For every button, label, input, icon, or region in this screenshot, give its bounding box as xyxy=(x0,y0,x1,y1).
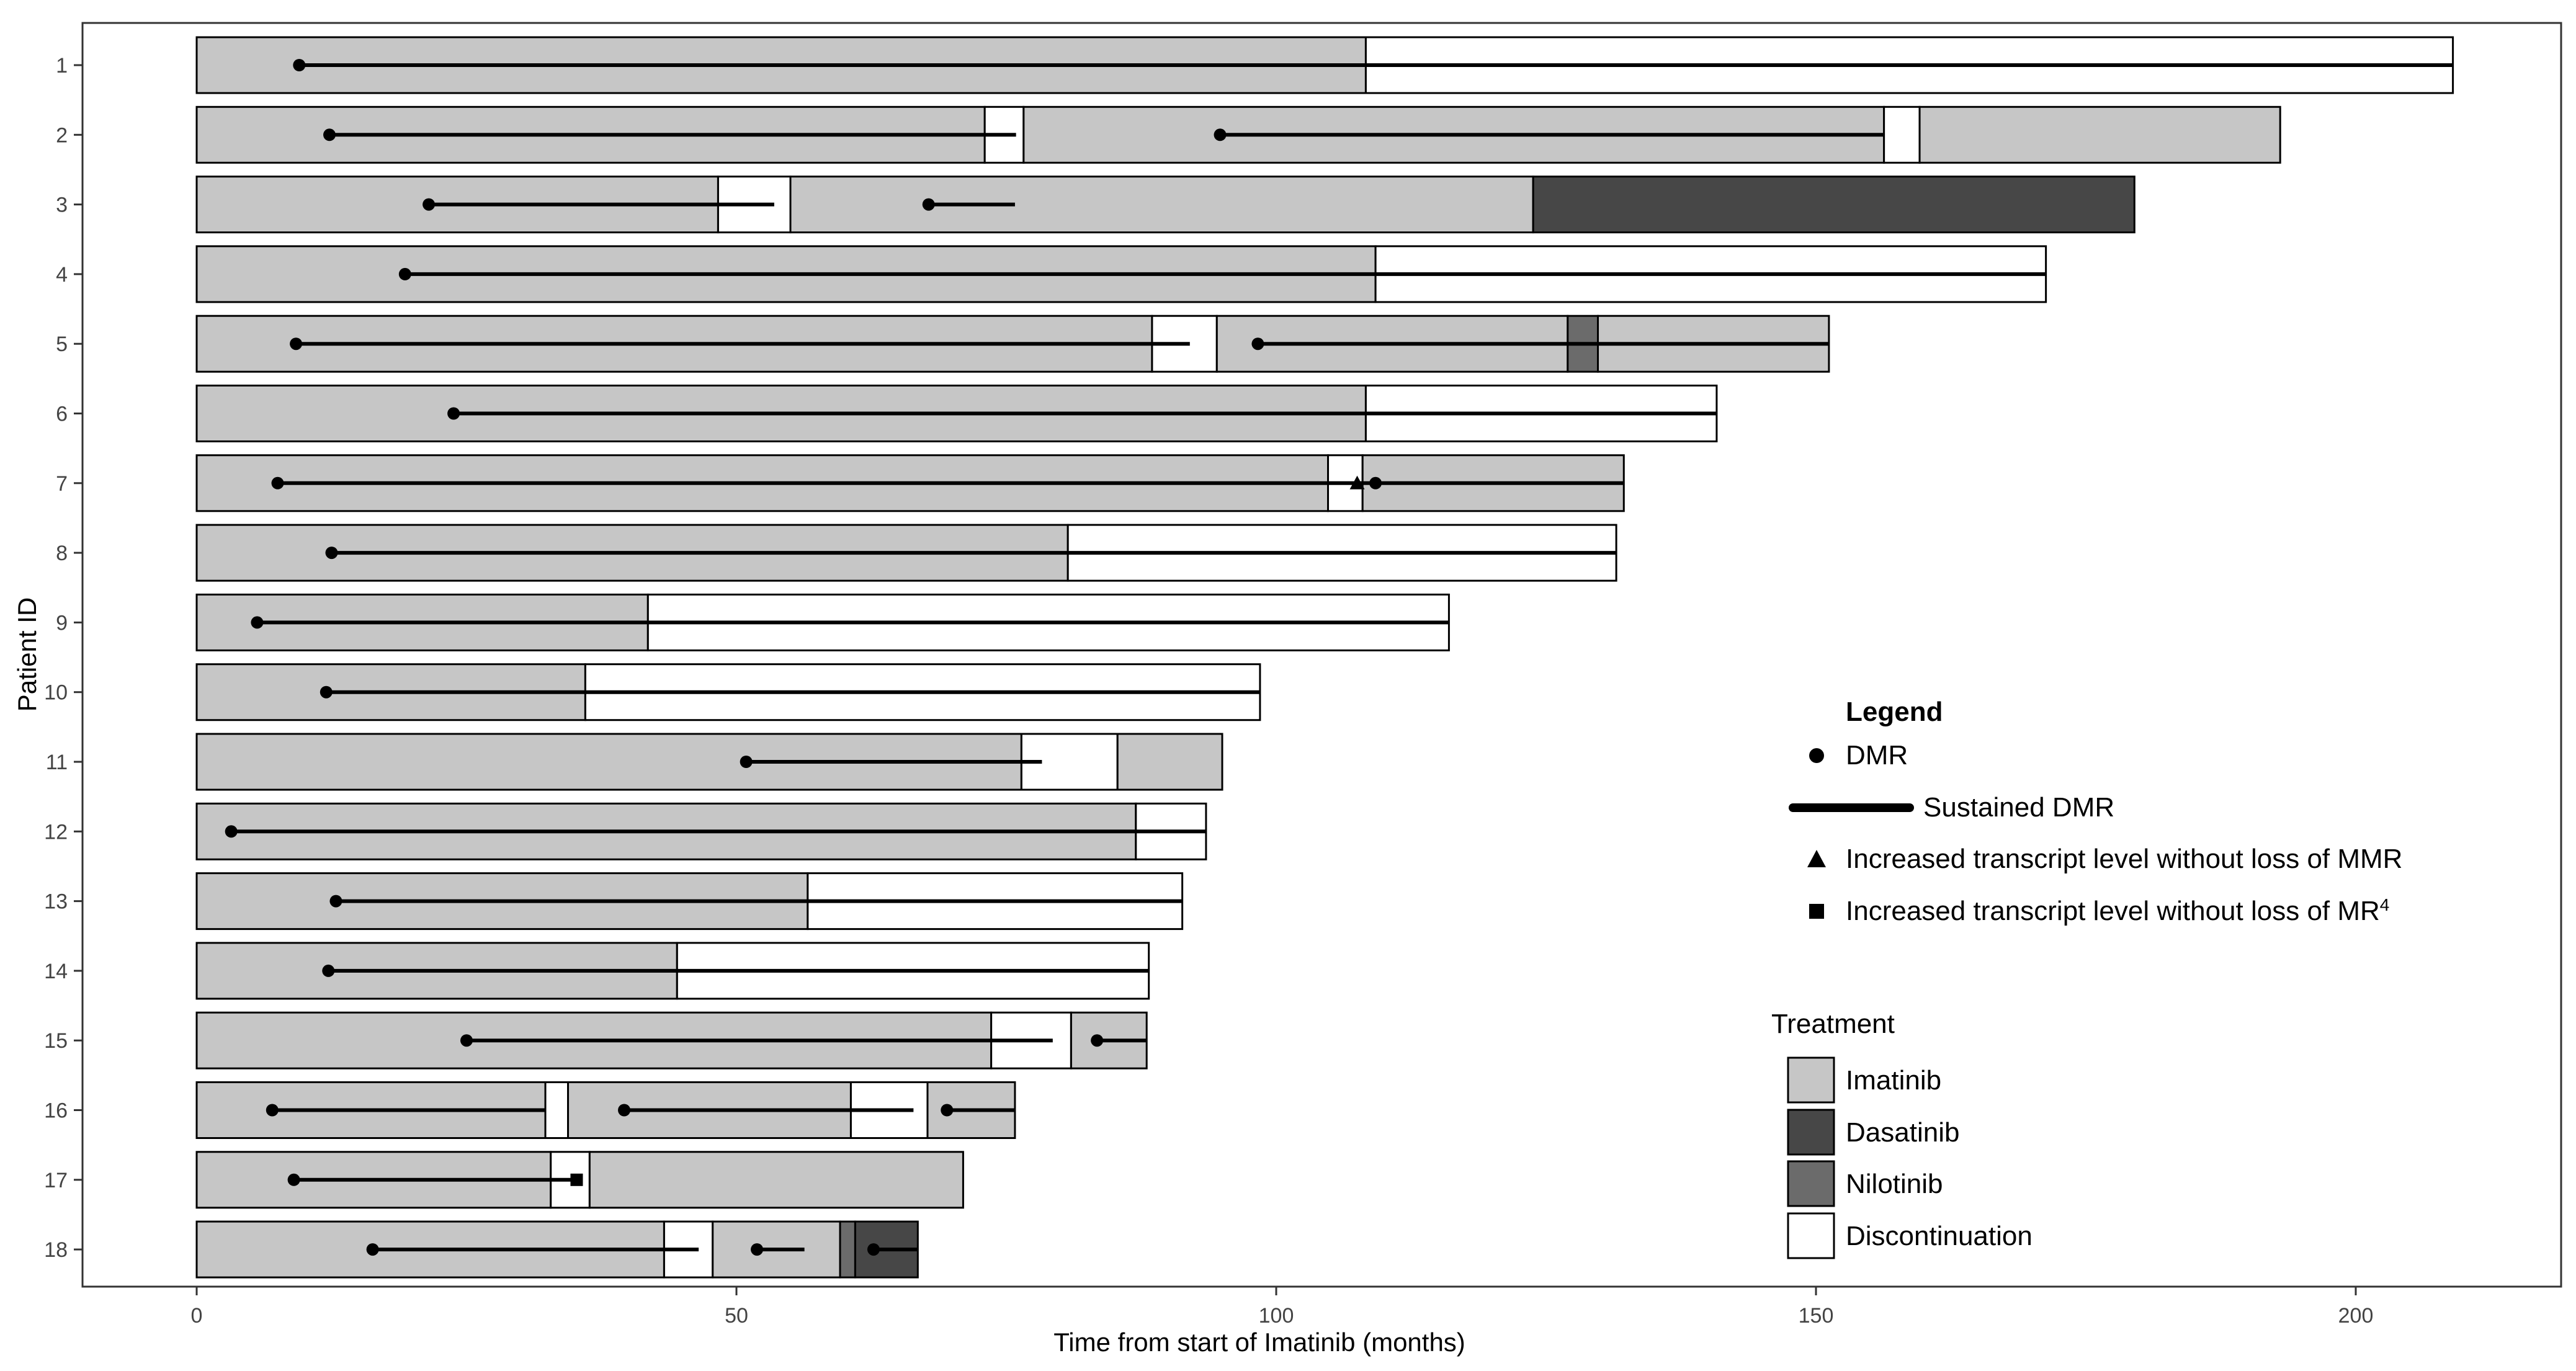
treatment-key-label: Nilotinib xyxy=(1846,1169,1943,1199)
x-axis-title: Time from start of Imatinib (months) xyxy=(1053,1328,1465,1357)
y-tick-label: 7 xyxy=(56,472,68,496)
dmr-point xyxy=(225,825,238,838)
response-marks xyxy=(225,59,2453,1256)
y-axis-title: Patient ID xyxy=(12,597,42,712)
dmr-point xyxy=(751,1243,764,1256)
y-tick-label: 12 xyxy=(44,820,68,844)
legend-triangle xyxy=(1807,850,1826,867)
dmr-point xyxy=(460,1034,473,1047)
y-tick-label: 1 xyxy=(56,54,68,78)
dmr-point xyxy=(290,337,303,351)
dmr-point xyxy=(922,198,935,211)
treatment-key-discontinuation xyxy=(1787,1212,1835,1259)
y-tick-label: 11 xyxy=(46,751,68,774)
legend-item-label: DMR xyxy=(1846,740,1908,770)
segment-nilotinib xyxy=(839,1220,856,1279)
dmr-point xyxy=(366,1243,379,1256)
dmr-point xyxy=(618,1104,631,1117)
x-tick-label: 200 xyxy=(2338,1304,2374,1328)
treatment-key-nilotinib xyxy=(1787,1160,1835,1207)
increased-transcript-mr4-square xyxy=(570,1173,583,1186)
y-tick-label: 3 xyxy=(56,194,68,217)
plot-panel-border xyxy=(81,22,2562,1288)
treatment-key-imatinib xyxy=(1787,1056,1835,1104)
dmr-point xyxy=(293,59,306,71)
y-tick-label: 2 xyxy=(56,123,68,147)
y-tick-label: 16 xyxy=(44,1099,68,1123)
dmr-point xyxy=(322,964,335,977)
treatment-key-dasatinib xyxy=(1787,1109,1835,1156)
legend-superscript: 4 xyxy=(2380,895,2390,914)
y-tick-label: 13 xyxy=(44,890,68,914)
y-tick-label: 4 xyxy=(56,263,68,287)
dmr-point xyxy=(287,1173,300,1186)
dmr-point xyxy=(323,128,336,141)
y-tick-label: 18 xyxy=(44,1238,68,1262)
treatment-legend: Treatment Imatinib Dasatinib Nilotinib Disco… xyxy=(1771,1009,2033,1259)
legend-dmr-circle xyxy=(1809,748,1824,763)
dmr-point xyxy=(1214,128,1227,141)
y-tick-label: 9 xyxy=(56,611,68,635)
segment-discontinuation xyxy=(544,1081,570,1139)
y-tick-label: 15 xyxy=(44,1029,68,1053)
dmr-point xyxy=(447,407,460,420)
dmr-point xyxy=(325,547,338,560)
legend-item-label: Sustained DMR xyxy=(1923,792,2114,823)
dmr-point xyxy=(398,267,411,280)
treatment-key-label: Discontinuation xyxy=(1846,1221,2033,1251)
segment-imatinib xyxy=(588,1151,964,1209)
x-tick-label: 0 xyxy=(191,1304,203,1328)
dmr-point xyxy=(251,616,264,629)
dmr-point xyxy=(266,1104,279,1117)
dmr-point xyxy=(740,756,753,768)
symbol-legend: Legend DMR Sustained DMR Increased transcri… xyxy=(1789,697,2402,927)
dmr-point xyxy=(320,686,333,699)
y-tick-label: 10 xyxy=(44,681,68,705)
treatment-key-label: Imatinib xyxy=(1846,1065,1941,1096)
segment-imatinib xyxy=(1116,733,1223,791)
legend-item-label: Increased transcript level without loss … xyxy=(1846,844,2402,874)
dmr-point xyxy=(1251,337,1264,351)
dmr-point xyxy=(941,1104,954,1117)
dmr-point xyxy=(1091,1034,1104,1047)
segment-dasatinib xyxy=(1532,176,2135,234)
x-tick-label: 100 xyxy=(1259,1304,1294,1328)
legend-square xyxy=(1809,904,1824,919)
y-tick-label: 14 xyxy=(44,960,68,983)
dmr-point xyxy=(867,1243,880,1256)
y-tick-label: 5 xyxy=(56,333,68,356)
y-tick-label: 6 xyxy=(56,403,68,426)
dmr-point xyxy=(423,198,436,211)
legend-title: Legend xyxy=(1846,697,1943,727)
segment-discontinuation xyxy=(1883,105,1921,164)
dmr-point xyxy=(1369,476,1382,489)
dmr-point xyxy=(271,476,284,489)
treatment-key-label: Dasatinib xyxy=(1846,1117,1959,1148)
x-tick-label: 50 xyxy=(725,1304,748,1328)
x-tick-label: 150 xyxy=(1799,1304,1834,1328)
patient-row-11 xyxy=(195,733,1223,791)
y-tick-label: 17 xyxy=(44,1169,68,1192)
legend-item-label: Increased transcript level without loss … xyxy=(1846,895,2389,927)
treatment-legend-title: Treatment xyxy=(1771,1009,1895,1039)
increased-transcript-mmr-triangle xyxy=(1349,475,1365,489)
segment-imatinib xyxy=(1918,105,2281,164)
segment-imatinib xyxy=(789,176,1534,234)
y-tick-label: 8 xyxy=(56,542,68,565)
dmr-point xyxy=(329,895,342,908)
x-axis: 0 50 100 150 200 xyxy=(191,1287,2374,1328)
